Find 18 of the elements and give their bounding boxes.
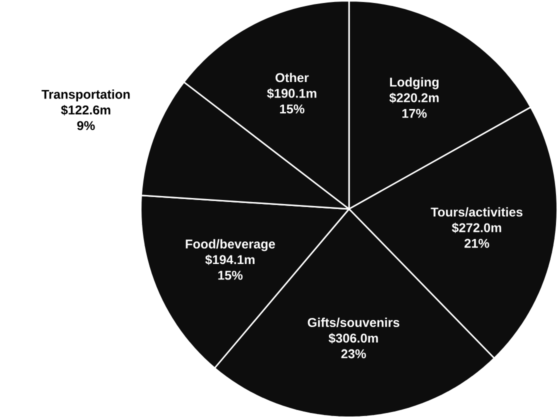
- text: 23%: [341, 349, 366, 358]
- slice-label: Gifts/souvenirs: [308, 318, 400, 328]
- data-label: $194.1m: [205, 254, 255, 266]
- text: 15%: [218, 270, 243, 280]
- text: 21%: [464, 238, 490, 248]
- slice-label: Tours/activities: [430, 207, 522, 217]
- slice-label: Other: [276, 72, 309, 82]
- slice-label: Transportation: [42, 90, 130, 102]
- text: 9%: [77, 121, 95, 130]
- slice-label: Lodging: [390, 77, 439, 90]
- data-label: $122.6m: [61, 104, 110, 116]
- data-label: $190.1m: [267, 88, 316, 99]
- data-label: $306.0m: [328, 333, 378, 344]
- slice-label: Food/beverage: [186, 239, 275, 252]
- data-label: $220.2m: [389, 92, 439, 104]
- text: 15%: [280, 104, 304, 114]
- text: 17%: [402, 108, 427, 118]
- data-label: $272.0m: [452, 222, 502, 234]
